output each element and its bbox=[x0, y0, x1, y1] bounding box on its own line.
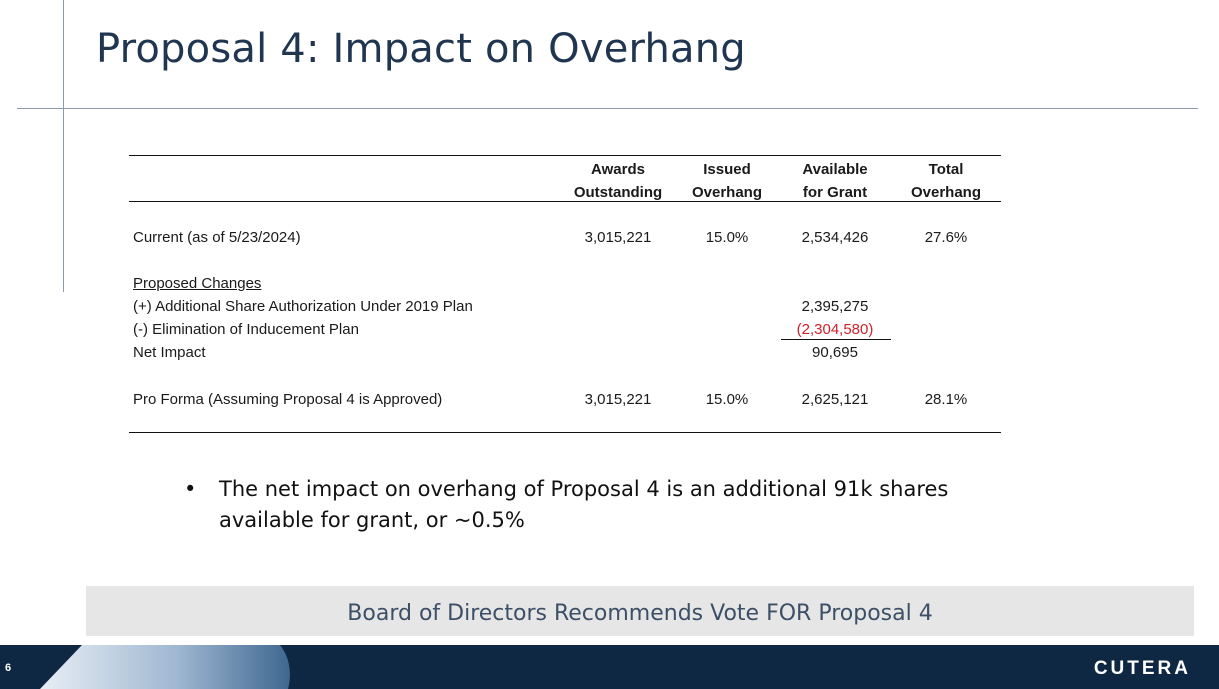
subtotal-rule bbox=[781, 339, 891, 340]
proposed-changes-heading: Proposed Changes bbox=[133, 275, 262, 292]
header-available-for-grant: Available for Grant bbox=[802, 161, 868, 201]
row-net-impact-available: 90,695 bbox=[812, 344, 858, 361]
page-title: Proposal 4: Impact on Overhang bbox=[96, 26, 746, 72]
table-bottom-rule bbox=[129, 432, 1001, 433]
table-top-rule bbox=[129, 155, 1001, 156]
vertical-accent-line bbox=[63, 0, 64, 292]
header-awards-outstanding: Awards Outstanding bbox=[573, 161, 663, 201]
recommendation-banner: Board of Directors Recommends Vote FOR P… bbox=[86, 586, 1194, 636]
footer-wave-shape bbox=[40, 645, 290, 689]
row-current-issued: 15.0% bbox=[705, 229, 749, 246]
row-net-impact-label: Net Impact bbox=[133, 344, 206, 361]
title-divider-line bbox=[17, 108, 1198, 109]
bullet-symbol: • bbox=[184, 477, 197, 501]
row-additional-available: 2,395,275 bbox=[801, 298, 869, 315]
row-pro-forma-available: 2,625,121 bbox=[801, 391, 869, 408]
cutera-logo: CUTERA bbox=[1093, 658, 1191, 679]
overhang-table: Awards Outstanding Issued Overhang Avail… bbox=[129, 155, 1001, 433]
header-issued-overhang: Issued Overhang bbox=[691, 161, 763, 201]
row-additional-label: (+) Additional Share Authorization Under… bbox=[133, 298, 473, 315]
bullet-text: The net impact on overhang of Proposal 4… bbox=[219, 477, 949, 532]
row-pro-forma-total: 28.1% bbox=[924, 391, 968, 408]
row-current-awards: 3,015,221 bbox=[584, 229, 652, 246]
row-pro-forma-awards: 3,015,221 bbox=[584, 391, 652, 408]
row-pro-forma-label: Pro Forma (Assuming Proposal 4 is Approv… bbox=[133, 391, 443, 408]
page-number: 6 bbox=[5, 662, 12, 674]
footer-bar: 6 CUTERA bbox=[0, 645, 1219, 689]
row-current-available: 2,534,426 bbox=[801, 229, 869, 246]
row-current-total: 27.6% bbox=[924, 229, 968, 246]
header-bottom-rule bbox=[129, 201, 1001, 202]
header-total-overhang: Total Overhang bbox=[910, 161, 982, 201]
row-current-label: Current (as of 5/23/2024) bbox=[133, 229, 301, 246]
footer-graphic bbox=[40, 645, 290, 689]
bullet-point: • The net impact on overhang of Proposal… bbox=[184, 474, 974, 536]
row-elimination-available: (2,304,580) bbox=[796, 321, 874, 338]
row-elimination-label: (-) Elimination of Inducement Plan bbox=[133, 321, 359, 338]
row-pro-forma-issued: 15.0% bbox=[705, 391, 749, 408]
